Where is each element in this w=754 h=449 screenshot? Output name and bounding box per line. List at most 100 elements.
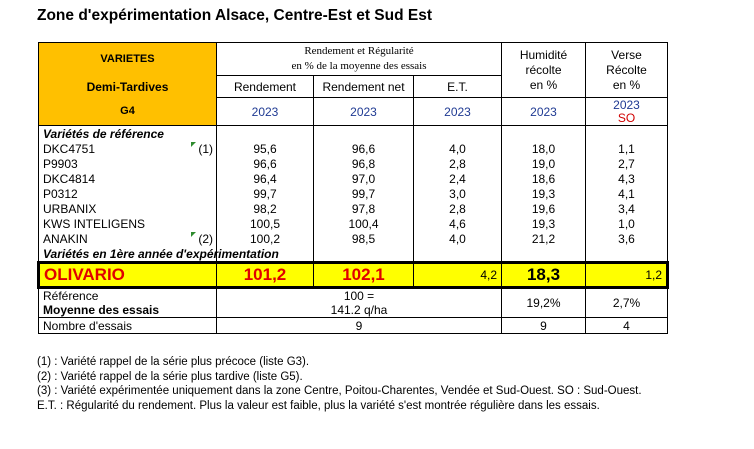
- variety-name-cell: KWS INTELIGENS: [38, 216, 217, 231]
- cell-humidite: 19,3: [501, 216, 587, 231]
- humidite-line1: Humidité: [519, 47, 568, 62]
- variety-name: DKC4814: [43, 171, 96, 186]
- reference-humidite: 19,2%: [501, 287, 587, 318]
- rendement-header-line1: Rendement et Régularité: [304, 45, 414, 57]
- comment-flag-icon: [191, 231, 197, 237]
- cell-rendement-net: 96,6: [313, 141, 414, 156]
- cell-rendement-net: 99,7: [313, 186, 414, 201]
- cell-verse: 4,1: [585, 186, 669, 201]
- cell-et: 2,4: [412, 171, 503, 186]
- cell-rendement-net: 100,4: [313, 216, 414, 231]
- cell-rendement: 100,5: [216, 216, 314, 231]
- cell-et: 2,8: [412, 201, 503, 216]
- table-row: ANAKIN (2) 100,2 98,5 4,0 21,2 3,6: [38, 231, 669, 246]
- footnote-ref-text: (1): [198, 141, 213, 156]
- results-table: VARIETES Rendement et Régularité en % de…: [37, 42, 670, 334]
- year-humidite: 2023: [501, 97, 587, 126]
- col-rendement: Rendement: [216, 75, 314, 98]
- cell-rendement: 100,2: [216, 231, 314, 246]
- reference-value: 100 = 141.2 q/ha: [215, 287, 503, 318]
- highlight-rendement-net: 102,1: [313, 261, 414, 289]
- verse-line3: en %: [612, 77, 641, 92]
- reference-label-1: Référence: [43, 289, 99, 303]
- reference-label-2: Moyenne des essais: [43, 303, 160, 317]
- footnote-ref: (2): [191, 231, 213, 246]
- cell-humidite: 19,0: [501, 156, 587, 171]
- reference-value-1: 100 =: [343, 289, 375, 303]
- year-rendement: 2023: [216, 97, 314, 126]
- cell-et: 4,0: [412, 231, 503, 246]
- cell-rendement: 96,6: [216, 156, 314, 171]
- table-row: DKC4751 (1) 95,6 96,6 4,0 18,0 1,1: [38, 141, 669, 156]
- year-et: 2023: [412, 97, 503, 126]
- cell-verse: 2,7: [585, 156, 669, 171]
- cell-et: 4,0: [412, 141, 503, 156]
- humidite-line2: récolte: [525, 62, 562, 77]
- reference-label: Référence Moyenne des essais: [38, 287, 217, 318]
- cell-verse: 3,6: [585, 231, 669, 246]
- footnote-ref-text: (2): [198, 231, 213, 246]
- rendement-header-line2: en % de la moyenne des essais: [291, 60, 427, 72]
- group-label: G4: [38, 97, 217, 126]
- cell-et: 4,6: [412, 216, 503, 231]
- cell-rendement: 98,2: [216, 201, 314, 216]
- nombre-rendement: 9: [215, 317, 503, 334]
- highlight-row: OLIVARIO 101,2 102,1 4,2 18,3 1,2: [37, 261, 670, 289]
- verse-header: Verse Récolte en %: [585, 42, 669, 98]
- table-row: P0312 99,7 99,7 3,0 19,3 4,1: [38, 186, 669, 201]
- cell-humidite: 21,2: [501, 231, 587, 246]
- section-first-year: Variétés en 1ère année d'expérimentation: [38, 246, 279, 263]
- reference-rows: DKC4751 (1) 95,6 96,6 4,0 18,0 1,1 P9903 96,6 96,…: [38, 141, 669, 246]
- cell-rendement-net: 97,0: [313, 171, 414, 186]
- cell-humidite: 18,0: [501, 141, 587, 156]
- humidite-header: Humidité récolte en %: [501, 42, 587, 98]
- highlight-rendement: 101,2: [216, 261, 314, 289]
- footnote: E.T. : Régularité du rendement. Plus la …: [37, 399, 600, 412]
- variety-name: P9903: [43, 156, 78, 171]
- table-row: DKC4814 96,4 97,0 2,4 18,6 4,3: [38, 171, 669, 186]
- cell-et: 3,0: [412, 186, 503, 201]
- nombre-humidite: 9: [501, 317, 587, 334]
- comment-flag-icon: [191, 141, 197, 147]
- reference-verse: 2,7%: [585, 287, 669, 318]
- cell-humidite: 18,6: [501, 171, 587, 186]
- cell-verse: 1,1: [585, 141, 669, 156]
- so-label: SO: [617, 110, 636, 125]
- year-verse-value: 2023: [613, 97, 640, 112]
- footnote: (1) : Variété rappel de la série plus pr…: [37, 356, 310, 368]
- highlight-humidite: 18,3: [501, 261, 587, 289]
- variety-name-cell: ANAKIN (2): [38, 231, 217, 246]
- variety-name: KWS INTELIGENS: [43, 216, 146, 231]
- table-row: URBANIX 98,2 97,8 2,8 19,6 3,4: [38, 201, 669, 216]
- cell-rendement-net: 96,8: [313, 156, 414, 171]
- cell-rendement: 95,6: [216, 141, 314, 156]
- verse-line1: Verse: [611, 47, 642, 62]
- footnote: (3) : Variété expérimentée uniquement da…: [37, 385, 642, 397]
- cell-et: 2,8: [412, 156, 503, 171]
- cell-humidite: 19,3: [501, 186, 587, 201]
- variety-name-cell: P0312: [38, 186, 217, 201]
- nombre-verse: 4: [585, 317, 669, 334]
- cell-rendement: 96,4: [216, 171, 314, 186]
- rendement-header: Rendement et Régularité en % de la moyen…: [215, 42, 503, 76]
- variety-name: ANAKIN: [43, 231, 88, 246]
- highlight-name: OLIVARIO: [37, 261, 217, 289]
- verse-line2: Récolte: [606, 62, 647, 77]
- variety-name-cell: URBANIX: [38, 201, 217, 216]
- nombre-label: Nombre d'essais: [38, 317, 217, 334]
- cell-rendement-net: 98,5: [313, 231, 414, 246]
- footnote-ref: (1): [191, 141, 213, 156]
- col-et: E.T.: [412, 75, 503, 98]
- cell-verse: 1,0: [585, 216, 669, 231]
- reference-value-2: 141.2 q/ha: [330, 303, 388, 317]
- highlight-et: 4,2: [412, 261, 503, 289]
- cell-verse: 4,3: [585, 171, 669, 186]
- cell-verse: 3,4: [585, 201, 669, 216]
- variety-name-cell: P9903: [38, 156, 217, 171]
- table-row: P9903 96,6 96,8 2,8 19,0 2,7: [38, 156, 669, 171]
- variety-name-cell: DKC4814: [38, 171, 217, 186]
- page-title: Zone d'expérimentation Alsace, Centre-Es…: [37, 7, 433, 24]
- section-reference: Variétés de référence: [38, 125, 217, 141]
- year-verse: 2023 SO: [585, 97, 669, 126]
- footnotes: (1) : Variété rappel de la série plus pr…: [37, 355, 667, 413]
